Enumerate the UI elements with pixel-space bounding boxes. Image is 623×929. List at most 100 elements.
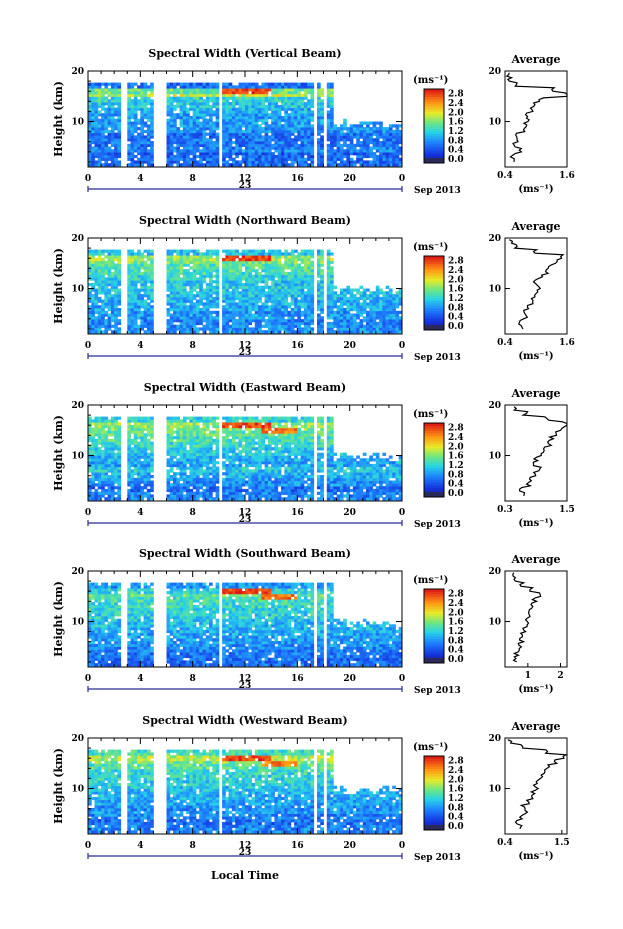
heatmap-cell: [284, 154, 288, 159]
heatmap-cell: [369, 319, 373, 323]
heatmap-cell: [97, 154, 102, 159]
heatmap-cell: [169, 143, 174, 147]
heatmap-cell: [107, 135, 112, 139]
heatmap-cell: [284, 129, 288, 134]
heatmap-cell: [356, 135, 360, 139]
heatmap-cell: [195, 330, 200, 334]
heatmap-cell: [114, 107, 118, 111]
heatmap-cell: [398, 132, 403, 136]
heatmap-cell: [284, 274, 288, 278]
heatmap-cell: [326, 249, 331, 253]
heatmap-cell: [104, 157, 109, 161]
heatmap-cell: [294, 269, 298, 273]
heatmap-cell: [97, 85, 102, 89]
heatmap-cell: [94, 91, 99, 95]
heatmap-cell: [297, 299, 301, 303]
heatmap-cell: [143, 447, 148, 451]
heatmap-cell: [307, 305, 311, 309]
heatmap-cell: [133, 305, 138, 309]
heatmap-cell: [330, 152, 334, 156]
heatmap-cell: [287, 121, 292, 125]
heatmap-cell: [261, 107, 266, 111]
heatmap-cell: [146, 280, 151, 284]
heatmap-cell: [356, 157, 360, 161]
heatmap-cell: [97, 269, 102, 273]
heatmap-cell: [150, 277, 154, 281]
colorbar-tick-label: 1.2: [448, 127, 464, 137]
heatmap-cell: [385, 143, 390, 147]
heatmap-cell: [205, 85, 210, 89]
heatmap-cell: [326, 310, 331, 314]
heatmap-cell: [248, 283, 252, 287]
heatmap-cell: [336, 132, 341, 136]
heatmap-cell: [248, 149, 252, 153]
heatmap-cell: [186, 327, 190, 331]
heatmap-cell: [238, 160, 243, 164]
heatmap-cell: [343, 138, 347, 142]
heatmap-cell: [101, 308, 105, 312]
heatmap-cell: [379, 330, 383, 334]
heatmap-cell: [182, 124, 187, 128]
heatmap-cell: [182, 263, 187, 267]
heatmap-cell: [248, 121, 252, 125]
heatmap-cell: [186, 296, 190, 301]
heatmap-cell: [209, 124, 213, 128]
heatmap-cell: [97, 99, 102, 103]
heatmap-cell: [300, 129, 305, 134]
heatmap-cell: [245, 255, 249, 259]
heatmap-cell: [88, 477, 92, 481]
heatmap-cell: [317, 305, 321, 309]
heatmap-cell: [238, 93, 243, 97]
heatmap-cell: [359, 157, 364, 161]
heatmap-cell: [101, 138, 105, 142]
heatmap-cell: [114, 163, 118, 167]
heatmap-cell: [228, 118, 233, 122]
heatmap-cell: [300, 96, 305, 100]
heatmap-cell: [258, 104, 262, 109]
heatmap-cell: [225, 305, 230, 309]
heatmap-cell: [205, 305, 210, 309]
heatmap-cell: [294, 154, 298, 159]
heatmap-cell: [91, 124, 95, 128]
heatmap-cell: [241, 291, 246, 295]
heatmap-cell: [254, 299, 259, 303]
heatmap-cell: [202, 319, 207, 323]
heatmap-cell: [398, 302, 403, 306]
heatmap-cell: [222, 85, 226, 89]
heatmap-cell: [179, 294, 184, 298]
heatmap-cell: [375, 308, 380, 312]
heatmap-cell: [133, 91, 138, 95]
heatmap-cell: [281, 154, 285, 159]
heatmap-cell: [107, 302, 112, 306]
heatmap-cell: [215, 143, 220, 147]
heatmap-cell: [330, 121, 334, 125]
heatmap-cell: [107, 438, 112, 443]
heatmap-cell: [245, 141, 249, 145]
heatmap-cell: [290, 157, 295, 161]
heatmap-cell: [359, 330, 364, 334]
heatmap-cell: [251, 102, 256, 106]
heatmap-cell: [326, 152, 331, 156]
heatmap-cell: [117, 480, 122, 484]
heatmap-cell: [205, 299, 210, 303]
heatmap-cell: [375, 313, 380, 317]
heatmap-cell: [258, 127, 262, 131]
heatmap-cell: [130, 316, 135, 320]
heatmap-cell: [205, 146, 210, 150]
heatmap-cell: [284, 313, 288, 317]
heatmap-cell: [339, 124, 344, 128]
heatmap-cell: [336, 149, 341, 153]
heatmap-cell: [356, 141, 360, 145]
heatmap-cell: [127, 441, 131, 445]
heatmap-cell: [231, 310, 236, 314]
heatmap-cell: [140, 425, 144, 429]
heatmap-cell: [382, 163, 387, 167]
heatmap-cell: [104, 450, 109, 454]
heatmap-cell: [326, 296, 331, 301]
heatmap-cell: [176, 280, 180, 284]
heatmap-cell: [127, 461, 131, 465]
heatmap-cell: [290, 138, 295, 142]
heatmap-cell: [330, 305, 334, 309]
heatmap-cell: [114, 433, 118, 437]
heatmap-cell: [320, 160, 324, 164]
